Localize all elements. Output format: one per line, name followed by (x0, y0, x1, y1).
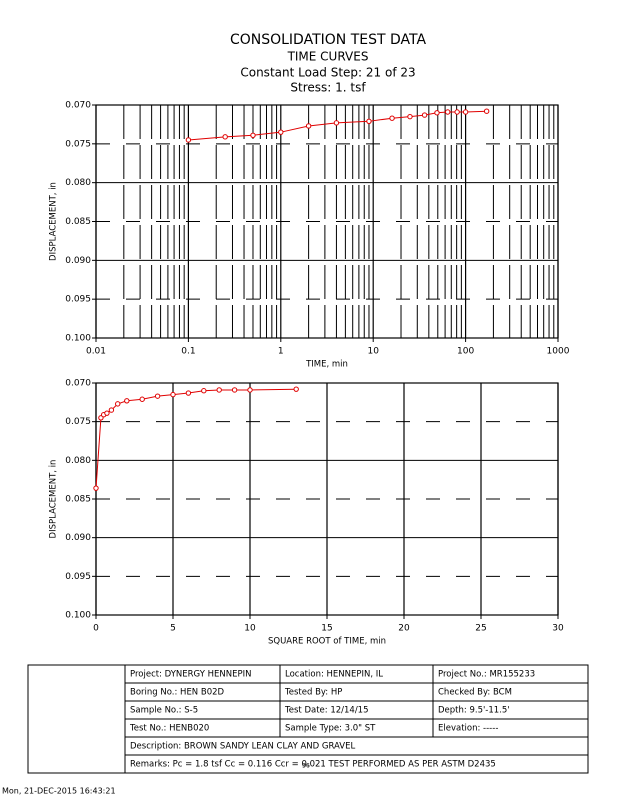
timestamp: Mon, 21-DEC-2015 16:43:21 (2, 787, 116, 796)
y-tick-label: 0.075 (65, 417, 91, 427)
x-tick-label: 30 (552, 624, 564, 634)
table-cell: Project No.: MR155233 (438, 670, 535, 680)
series-line (188, 110, 487, 141)
y-tick-label: 0.100 (65, 334, 91, 344)
data-point (421, 112, 428, 118)
table-cell: Location: HENNEPIN, IL (285, 670, 383, 680)
data-point (462, 109, 469, 115)
x-tick-label: 100 (457, 347, 474, 357)
y-axis-label: DISPLACEMENT, in (49, 182, 59, 261)
data-point (108, 407, 115, 413)
data-point (216, 387, 222, 393)
y-tick-label: 0.100 (65, 611, 91, 621)
y-tick-label: 0.085 (65, 495, 91, 505)
x-axis-label: TIME, min (305, 360, 348, 370)
y-tick-label: 0.080 (65, 178, 91, 188)
info-table-frame (27, 664, 589, 774)
y-tick-label: 0.090 (65, 533, 91, 543)
y-tick-label: 0.070 (65, 379, 91, 389)
table-cell: Test No.: HENB020 (129, 724, 209, 734)
data-point (407, 113, 413, 120)
table-cell: Test Date: 12/14/15 (284, 706, 369, 716)
data-point (366, 118, 372, 125)
table-cell: Remarks: Pc = 1.8 tsf Cc = 0.116 Ccr = 0… (130, 760, 496, 770)
data-point (305, 123, 312, 129)
data-point (454, 109, 460, 115)
data-point (293, 386, 299, 392)
x-tick-label: 0.01 (86, 347, 106, 357)
figure-number: 36 (302, 763, 310, 770)
y-tick-label: 0.095 (65, 572, 91, 582)
y-tick-label: 0.070 (65, 101, 91, 111)
table-cell: Description: BROWN SANDY LEAN CLAY AND G… (130, 742, 355, 752)
table-cell: Sample Type: 3.0" ST (285, 724, 376, 734)
data-point (185, 137, 192, 143)
data-point (434, 110, 440, 116)
data-point (115, 401, 121, 407)
series-line (95, 388, 297, 489)
data-point (278, 129, 284, 135)
data-point (93, 485, 99, 491)
y-tick-label: 0.075 (65, 139, 91, 149)
y-tick-label: 0.090 (65, 256, 91, 266)
x-tick-label: 0.1 (181, 347, 195, 357)
x-tick-label: 1000 (547, 347, 570, 357)
data-point (185, 390, 192, 396)
y-tick-label: 0.080 (65, 456, 91, 466)
data-point (231, 387, 238, 393)
data-point (389, 115, 395, 121)
x-tick-label: 20 (398, 624, 410, 634)
data-point (170, 391, 176, 398)
data-point (250, 132, 256, 138)
table-cell: Boring No.: HEN B02D (130, 688, 225, 698)
data-point (247, 387, 253, 393)
y-tick-label: 0.095 (65, 295, 91, 305)
x-tick-label: 5 (170, 624, 176, 634)
y-axis-label: DISPLACEMENT, in (49, 460, 59, 539)
y-tick-label: 0.085 (65, 217, 91, 227)
stress: Stress: 1. tsf (290, 81, 366, 95)
data-point (201, 388, 207, 394)
data-point (124, 398, 130, 404)
data-point (222, 134, 228, 140)
data-point (154, 393, 161, 399)
title: CONSOLIDATION TEST DATA (230, 32, 427, 48)
subtitle: TIME CURVES (287, 50, 369, 64)
table-cell: Depth: 9.5'-11.5' (438, 706, 510, 716)
x-tick-label: 15 (321, 624, 332, 634)
table-cell: Tested By: HP (284, 688, 342, 698)
table-cell: Project: DYNERGY HENNEPIN (130, 670, 251, 680)
x-tick-label: 10 (244, 624, 256, 634)
table-cell: Sample No.: S-5 (130, 706, 198, 716)
x-tick-label: 0 (93, 624, 99, 634)
x-axis-label: SQUARE ROOT of TIME, min (268, 637, 386, 647)
x-tick-label: 1 (278, 347, 284, 357)
data-point (104, 410, 110, 416)
data-point (139, 396, 145, 402)
data-point (483, 108, 490, 114)
x-tick-label: 25 (475, 624, 486, 634)
x-tick-label: 10 (367, 347, 379, 357)
table-cell: Elevation: ----- (438, 724, 498, 734)
table-cell: Checked By: BCM (438, 688, 512, 698)
data-point (444, 109, 451, 115)
data-point (333, 120, 340, 126)
load-step: Constant Load Step: 21 of 23 (240, 66, 415, 80)
